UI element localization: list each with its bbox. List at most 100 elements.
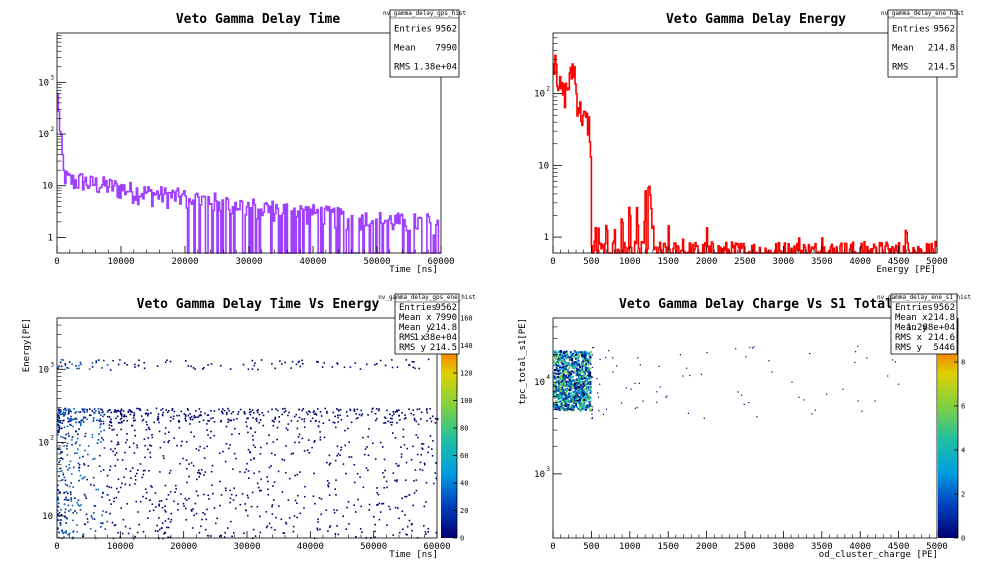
heatmap-cell bbox=[68, 418, 70, 421]
heatmap-cell bbox=[230, 520, 232, 523]
heatmap-cell bbox=[588, 376, 590, 379]
heatmap-cell bbox=[292, 530, 295, 533]
heatmap-cell bbox=[577, 385, 580, 388]
heatmap-cell bbox=[132, 467, 134, 469]
heatmap-cell bbox=[215, 522, 217, 525]
heatmap-cell bbox=[564, 353, 567, 356]
heatmap-cell bbox=[566, 387, 568, 390]
heatmap-cell bbox=[231, 433, 233, 436]
heatmap-cell bbox=[249, 451, 251, 454]
heatmap-cell bbox=[61, 529, 63, 532]
stats-label: RMS y bbox=[399, 343, 427, 353]
heatmap-cell bbox=[156, 418, 159, 420]
heatmap-cell bbox=[771, 371, 773, 373]
heatmap-cell bbox=[147, 448, 149, 451]
heatmap-cell bbox=[410, 412, 412, 415]
heatmap-cell bbox=[579, 353, 582, 356]
heatmap-cell bbox=[656, 401, 658, 403]
heatmap-cell bbox=[561, 396, 564, 399]
heatmap-cell bbox=[427, 451, 429, 454]
stats-label: RMS bbox=[394, 62, 410, 72]
heatmap-cell bbox=[133, 412, 136, 414]
heatmap-cell bbox=[555, 400, 558, 403]
heatmap-cell bbox=[185, 519, 187, 521]
chart-title: Veto Gamma Delay Time Vs Energy bbox=[137, 297, 380, 312]
heatmap-cell bbox=[665, 396, 667, 398]
heatmap-cell bbox=[72, 536, 74, 539]
heatmap-cell bbox=[285, 410, 287, 412]
heatmap-cell bbox=[315, 419, 317, 422]
heatmap-cell bbox=[411, 529, 413, 532]
x-tick-label: 50000 bbox=[363, 257, 390, 267]
heatmap-cell bbox=[566, 381, 569, 384]
heatmap-cell bbox=[218, 408, 220, 411]
heatmap-cell bbox=[95, 410, 97, 412]
heatmap-cell bbox=[564, 360, 567, 363]
heatmap-cell bbox=[266, 442, 268, 445]
heatmap-cell bbox=[571, 386, 574, 388]
heatmap-cell bbox=[333, 422, 336, 424]
heatmap-cell bbox=[92, 417, 95, 419]
heatmap-cell bbox=[57, 415, 60, 418]
heatmap-cell bbox=[137, 469, 139, 471]
heatmap-cell bbox=[301, 437, 304, 440]
heatmap-cell bbox=[198, 469, 200, 472]
heatmap-cell bbox=[630, 388, 632, 390]
heatmap-cell bbox=[63, 445, 65, 447]
heatmap-cell bbox=[334, 533, 337, 535]
heatmap-cell bbox=[253, 412, 255, 414]
heatmap-cell bbox=[576, 374, 579, 377]
heatmap-cell bbox=[557, 375, 560, 378]
heatmap-cell bbox=[554, 361, 557, 364]
heatmap-cell bbox=[553, 377, 556, 380]
heatmap-cell bbox=[391, 414, 394, 417]
heatmap-cell bbox=[178, 414, 180, 417]
heatmap-cell bbox=[560, 371, 563, 374]
heatmap-cell bbox=[343, 366, 346, 369]
heatmap-cell bbox=[102, 411, 104, 413]
heatmap-cell bbox=[392, 472, 395, 474]
heatmap-cell bbox=[60, 435, 62, 438]
heatmap-cell bbox=[262, 414, 265, 417]
heatmap-cell bbox=[191, 418, 194, 421]
heatmap-cell bbox=[569, 395, 572, 398]
heatmap-cell bbox=[317, 425, 320, 428]
heatmap-cell bbox=[302, 363, 304, 365]
heatmap-cell bbox=[116, 415, 119, 418]
stats-label: Mean x bbox=[399, 313, 432, 323]
z-tick-label: 0 bbox=[961, 535, 965, 543]
heatmap-cell bbox=[116, 434, 118, 436]
heatmap-cell bbox=[78, 466, 81, 469]
heatmap-cell bbox=[396, 366, 399, 368]
heatmap-cell bbox=[98, 412, 101, 414]
heatmap-cell bbox=[404, 495, 406, 498]
heatmap-cell bbox=[397, 465, 399, 467]
heatmap-cell bbox=[58, 475, 60, 477]
stats-label: Mean y bbox=[399, 323, 432, 333]
heatmap-cell bbox=[141, 419, 144, 422]
heatmap-cell bbox=[233, 452, 236, 455]
heatmap-cell bbox=[393, 413, 395, 415]
heatmap-cell bbox=[257, 409, 259, 411]
heatmap-cell bbox=[113, 500, 115, 503]
heatmap-cell bbox=[255, 418, 257, 421]
heatmap-cell bbox=[354, 362, 357, 364]
heatmap-cell bbox=[171, 407, 174, 410]
heatmap-cell bbox=[658, 365, 660, 367]
heatmap-cell bbox=[410, 458, 413, 461]
heatmap-cell bbox=[296, 427, 299, 430]
heatmap-cell bbox=[577, 399, 580, 402]
heatmap-cell bbox=[109, 369, 112, 371]
heatmap-cell bbox=[325, 509, 328, 511]
heatmap-cell bbox=[253, 472, 255, 475]
heatmap-cell bbox=[587, 367, 590, 370]
heatmap-cell bbox=[200, 411, 202, 413]
heatmap-cell bbox=[273, 499, 275, 501]
heatmap-cell bbox=[296, 502, 298, 504]
heatmap-cell bbox=[127, 532, 130, 535]
heatmap-cell bbox=[141, 476, 143, 479]
heatmap-cell bbox=[585, 399, 588, 402]
heatmap-cell bbox=[686, 367, 688, 369]
heatmap-cell bbox=[568, 389, 571, 392]
